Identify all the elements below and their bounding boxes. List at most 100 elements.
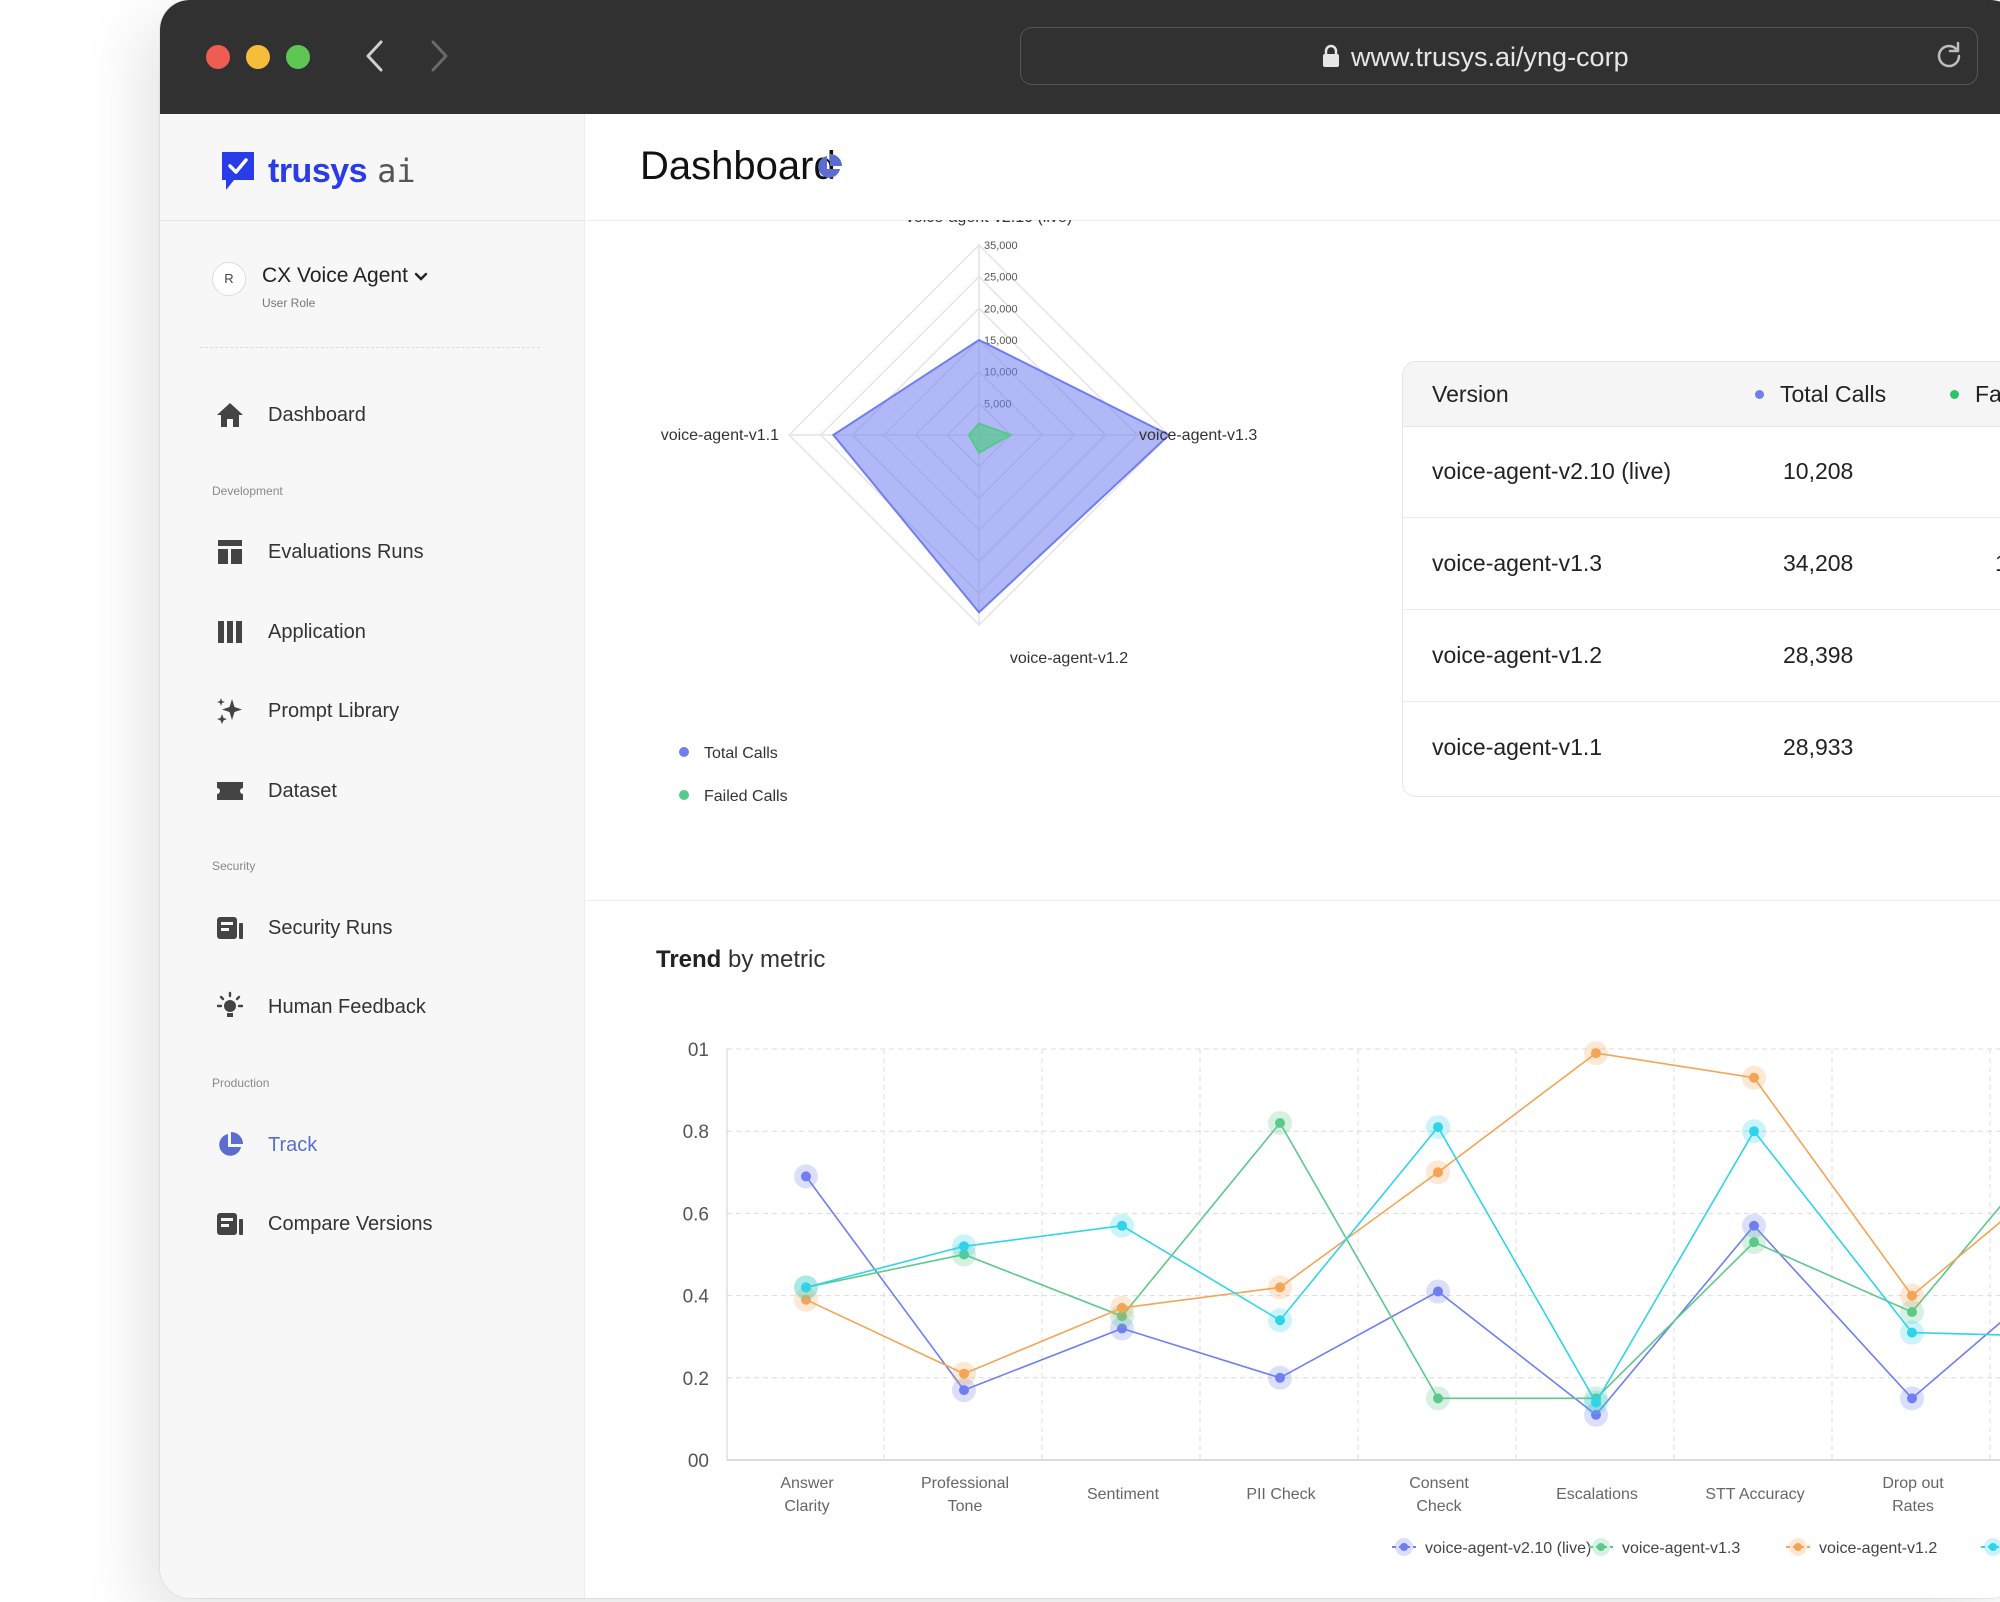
reload-icon[interactable] <box>1931 38 1967 74</box>
line-series-2 <box>794 1110 2000 1411</box>
data-point <box>801 1294 811 1305</box>
section-label-development: Development <box>212 484 283 498</box>
data-point <box>1907 1393 1917 1404</box>
sidebar-item-compare-versions[interactable]: Compare Versions <box>214 1204 433 1244</box>
total-calls-dot <box>1755 390 1764 399</box>
radar-axis-label: voice-agent-v1.1 <box>661 427 779 444</box>
radar-tick-label: 20,000 <box>984 303 1018 315</box>
sidebar-item-dataset[interactable]: Dataset <box>214 771 337 811</box>
sidebar-item-human-feedback[interactable]: Human Feedback <box>214 987 426 1027</box>
data-point <box>1749 1126 1759 1137</box>
x-tick-label: Escalations <box>1556 1486 1638 1503</box>
series-line <box>805 1125 2000 1405</box>
ticket-icon <box>214 775 246 807</box>
data-point <box>1749 1072 1759 1083</box>
back-arrow-icon[interactable] <box>356 36 396 76</box>
forward-arrow-icon[interactable] <box>418 36 458 76</box>
sidebar-item-label: Evaluations Runs <box>268 540 424 563</box>
avatar: R <box>212 262 246 296</box>
radar-series-total-calls <box>831 338 1171 614</box>
x-tick-label: STT Accuracy <box>1705 1486 1804 1503</box>
column-header-failed-calls: Fa <box>1975 381 2000 407</box>
table-row[interactable]: voice-agent-v1.1 28,933 <box>1403 702 2000 793</box>
sidebar-item-evaluations-runs[interactable]: Evaluations Runs <box>214 532 424 572</box>
sidebar-item-label: Human Feedback <box>268 995 426 1018</box>
y-tick-label: 0.6 <box>683 1204 709 1225</box>
radar-chart: 5,00010,00015,00020,00025,00035,000voice… <box>661 220 1258 805</box>
section-label-security: Security <box>212 859 256 873</box>
versions-table: Version Total Calls Fa voice-agent-v2.10… <box>1402 361 2000 797</box>
y-tick-label: 00 <box>688 1451 709 1472</box>
x-tick-label: Professional <box>921 1475 1009 1492</box>
sidebar-item-label: Dashboard <box>268 403 366 426</box>
line-series-3 <box>794 1041 2000 1386</box>
sidebar-item-label: Compare Versions <box>268 1212 433 1235</box>
data-point <box>1907 1307 1917 1318</box>
data-point <box>959 1385 969 1396</box>
legend-label: voice-agent-v2.10 (live) <box>1425 1540 1591 1557</box>
data-point <box>1117 1323 1127 1334</box>
sidebar-item-security-runs[interactable]: Security Runs <box>214 908 393 948</box>
y-tick-label: 0.4 <box>683 1287 710 1308</box>
data-point <box>801 1171 811 1182</box>
y-tick-label: 0.8 <box>683 1122 709 1143</box>
maximize-window-button[interactable] <box>286 45 310 69</box>
sidebar-divider <box>160 220 584 221</box>
total-calls-cell: 34,208 <box>1783 550 1854 576</box>
column-header-total-calls: Total Calls <box>1780 381 1887 407</box>
legend-marker <box>1597 1543 1605 1551</box>
data-point <box>1433 1167 1443 1178</box>
brand-name: trusys <box>268 151 368 190</box>
x-tick-label: Answer <box>780 1475 834 1492</box>
chat-check-icon <box>222 152 254 190</box>
close-window-button[interactable] <box>206 45 230 69</box>
layout-icon <box>214 536 246 568</box>
bulb-icon <box>214 991 246 1023</box>
table-row[interactable]: voice-agent-v1.3 34,208 1 <box>1403 518 2000 610</box>
data-point <box>959 1241 969 1252</box>
table-header: Version Total Calls Fa <box>1403 362 2000 427</box>
sidebar-item-track[interactable]: Track <box>214 1125 317 1165</box>
radar-panel: 5,00010,00015,00020,00025,00035,000voice… <box>584 220 2000 901</box>
page-title: Dashboard <box>640 144 836 188</box>
data-point <box>1907 1327 1917 1338</box>
sidebar-item-dashboard[interactable]: Dashboard <box>214 395 366 435</box>
address-bar[interactable]: www.trusys.ai/yng-corp <box>1020 27 1978 85</box>
minimize-window-button[interactable] <box>246 45 270 69</box>
trend-line-chart: 00 0.2 0.4 0.6 0.8 01 Answer Clarity Professiona… <box>683 1040 2000 1557</box>
x-tick-label: Drop out <box>1882 1475 1944 1492</box>
pie-icon <box>214 1129 246 1161</box>
radar-axis-label: voice-agent-v1.2 <box>1010 650 1128 667</box>
report-icon <box>214 912 246 944</box>
failed-calls-dot <box>1950 390 1959 399</box>
data-point <box>1275 1315 1285 1326</box>
section-label-production: Production <box>212 1076 270 1090</box>
chevron-down-icon <box>414 272 427 281</box>
legend-marker <box>1989 1543 1997 1551</box>
y-tick-label: 01 <box>688 1040 709 1061</box>
role-name: CX Voice Agent <box>262 264 428 288</box>
report-icon <box>214 1208 246 1240</box>
version-cell: voice-agent-v1.1 <box>1432 734 1603 760</box>
version-cell: voice-agent-v1.2 <box>1432 642 1603 668</box>
line-chart-grid <box>727 1048 2000 1460</box>
failed-calls-cell: 1 <box>1995 550 2000 577</box>
radar-legend-label: Total Calls <box>704 745 778 762</box>
x-tick-label: PII Check <box>1246 1486 1316 1503</box>
main-header: Dashboard <box>584 114 2000 221</box>
radar-axis-label: voice-agent-v2.10 (live) <box>906 220 1072 226</box>
brand-logo[interactable]: trusys ai <box>220 146 416 196</box>
series-line <box>805 1121 2000 1400</box>
home-icon <box>214 399 246 431</box>
total-calls-cell: 10,208 <box>1783 458 1854 484</box>
table-row[interactable]: voice-agent-v2.10 (live) 10,208 <box>1403 426 2000 518</box>
table-row[interactable]: voice-agent-v1.2 28,398 <box>1403 610 2000 702</box>
total-calls-cell: 28,933 <box>1783 734 1854 760</box>
sidebar-item-application[interactable]: Application <box>214 612 366 652</box>
brand-suffix: ai <box>377 152 416 190</box>
data-point <box>959 1249 969 1260</box>
data-point <box>1433 1393 1443 1404</box>
sidebar-item-prompt-library[interactable]: Prompt Library <box>214 691 399 731</box>
sidebar-item-label: Track <box>268 1133 318 1156</box>
lock-icon <box>1323 44 1339 67</box>
